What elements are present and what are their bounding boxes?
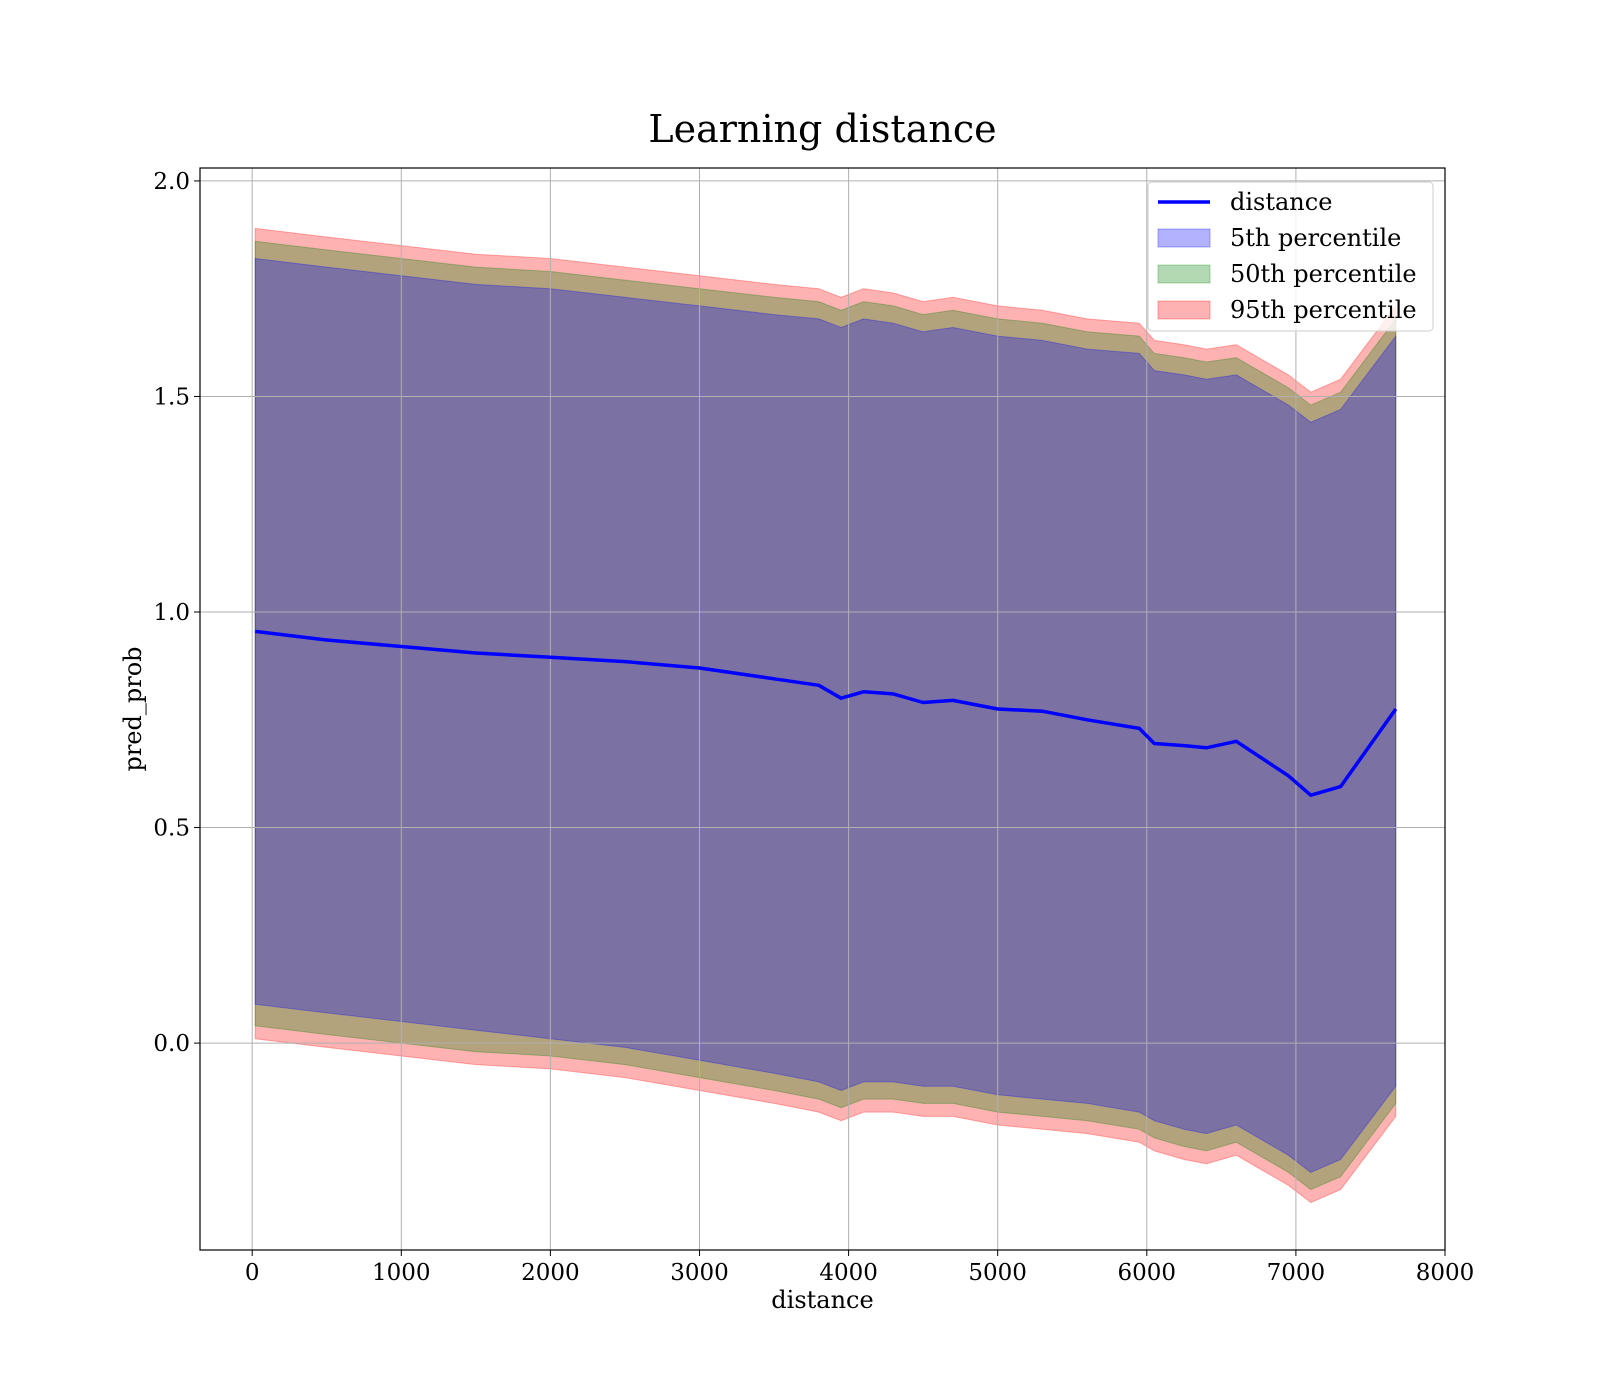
legend-swatch-95th-percentile — [1157, 300, 1211, 320]
x-axis-label: distance — [771, 1286, 873, 1314]
legend-label-5th-percentile: 5th percentile — [1230, 224, 1401, 252]
band-50th-percentile — [254, 240, 1397, 1191]
band-5th-percentile — [254, 257, 1397, 1173]
x-axis-ticks: 0 1000 2000 3000 4000 5000 6000 7000 8000 — [245, 1250, 1474, 1286]
y-tick-label: 1.5 — [153, 384, 190, 410]
legend-swatch-50th-percentile — [1157, 264, 1211, 284]
y-axis-label: pred_prob — [119, 646, 147, 771]
chart-title: Learning distance — [648, 107, 996, 151]
x-tick-label: 2000 — [521, 1260, 580, 1286]
legend-box — [1147, 181, 1434, 332]
y-tick-label: 0.0 — [153, 1031, 190, 1057]
y-tick-label: 1.0 — [153, 600, 190, 626]
x-tick-label: 1000 — [372, 1260, 431, 1286]
y-axis-ticks: 0.0 0.5 1.0 1.5 2.0 — [153, 169, 200, 1057]
y-tick-label: 0.5 — [153, 816, 190, 842]
legend-swatch-5th-percentile — [1157, 228, 1211, 248]
legend-label-95th-percentile: 95th percentile — [1230, 296, 1417, 324]
x-tick-label: 6000 — [1118, 1260, 1177, 1286]
line-distance — [254, 629, 1398, 797]
legend-label-50th-percentile: 50th percentile — [1230, 260, 1417, 288]
x-tick-label: 4000 — [819, 1260, 878, 1286]
x-tick-label: 7000 — [1267, 1260, 1326, 1286]
percentile-bands — [254, 227, 1397, 1204]
plot-frame — [199, 167, 1446, 1251]
distance-series — [254, 629, 1398, 797]
x-tick-label: 5000 — [968, 1260, 1027, 1286]
band-95th-percentile — [254, 227, 1397, 1204]
legend-label-distance: distance — [1230, 188, 1332, 216]
x-tick-label: 0 — [245, 1260, 260, 1286]
legend: distance 5th percentile 50th percentile 95t… — [1147, 181, 1434, 332]
y-tick-label: 2.0 — [153, 169, 190, 195]
x-tick-label: 3000 — [670, 1260, 729, 1286]
x-tick-label: 8000 — [1416, 1260, 1475, 1286]
